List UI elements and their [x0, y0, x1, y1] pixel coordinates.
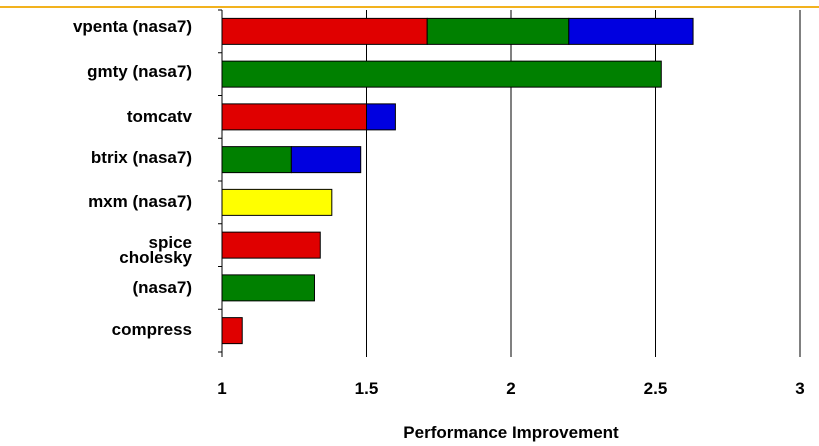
bar-segment-green: [221, 146, 292, 174]
category-label: cholesky: [119, 248, 192, 267]
category-label: gmty (nasa7): [87, 62, 192, 81]
x-tick-label: 1.5: [355, 379, 379, 398]
x-tick-label: 2: [506, 379, 515, 398]
bar-group: [221, 17, 694, 345]
bar-segment-blue: [568, 17, 694, 45]
category-label: compress: [112, 320, 192, 339]
category-labels: vpenta (nasa7) gmty (nasa7) tomcatv btrix (…: [73, 17, 193, 339]
category-label: btrix (nasa7): [91, 148, 192, 167]
x-tick-label: 1: [217, 379, 226, 398]
bar-segment-green: [426, 17, 570, 45]
bar-segment-yellow: [221, 188, 333, 216]
bar-segment-green: [221, 60, 662, 88]
category-label: tomcatv: [127, 107, 193, 126]
x-tick-label: 2.5: [644, 379, 668, 398]
x-axis: 1 1.5 2 2.5 3: [217, 9, 805, 398]
category-label: (nasa7): [132, 278, 192, 297]
bar-segment-green: [221, 274, 315, 302]
category-label: spice: [149, 233, 192, 252]
bar-segment-blue: [290, 146, 362, 174]
bar-segment-red: [221, 317, 243, 345]
bar-segment-red: [221, 231, 321, 259]
category-label: mxm (nasa7): [88, 192, 192, 211]
bar-segment-red: [221, 17, 428, 45]
x-tick-label: 3: [795, 379, 804, 398]
category-label: vpenta (nasa7): [73, 17, 192, 36]
bar-segment-blue: [366, 103, 396, 131]
x-axis-title: Performance Improvement: [403, 423, 619, 442]
bar-segment-red: [221, 103, 367, 131]
